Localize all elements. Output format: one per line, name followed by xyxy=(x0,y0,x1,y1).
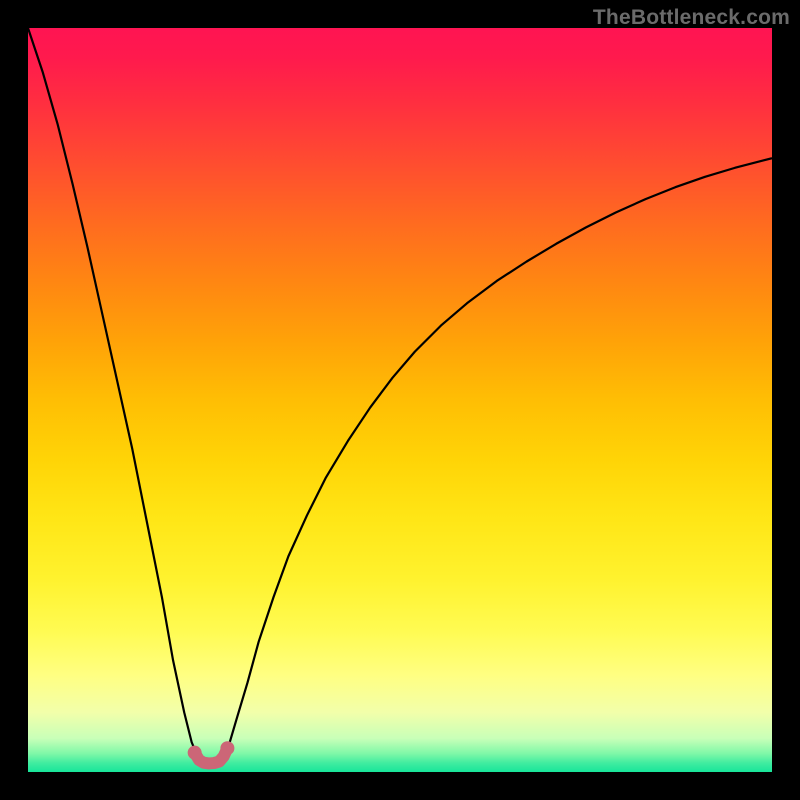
plot-svg xyxy=(28,28,772,772)
plot-area xyxy=(28,28,772,772)
chart-frame: TheBottleneck.com xyxy=(0,0,800,800)
optimal-marker-dot xyxy=(220,741,234,755)
optimal-marker-dot xyxy=(188,746,202,760)
gradient-background xyxy=(28,28,772,772)
watermark-text: TheBottleneck.com xyxy=(593,6,790,30)
